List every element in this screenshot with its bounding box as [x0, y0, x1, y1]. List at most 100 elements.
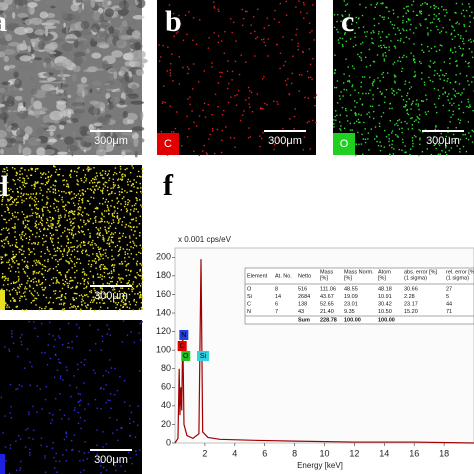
map-dot — [457, 33, 460, 36]
map-dot — [114, 367, 116, 370]
map-dot — [66, 183, 69, 185]
map-dot — [62, 304, 65, 306]
map-dot — [4, 210, 6, 213]
texture — [140, 110, 144, 120]
map-dot — [5, 204, 8, 206]
map-dot — [195, 125, 198, 127]
map-dot — [52, 441, 54, 444]
map-dot — [119, 165, 122, 168]
map-dot — [3, 218, 5, 221]
map-dot — [127, 287, 130, 290]
map-dot — [427, 34, 429, 36]
scale-bar-label: 300μm — [268, 135, 302, 147]
map-dot — [41, 237, 44, 240]
map-dot — [99, 287, 102, 289]
map-dot — [139, 275, 141, 277]
texture — [78, 39, 89, 50]
map-dot — [7, 181, 9, 184]
map-dot — [19, 469, 21, 471]
map-dot — [444, 92, 446, 94]
map-dot — [125, 269, 127, 271]
map-dot — [52, 302, 55, 304]
map-dot — [140, 306, 143, 309]
map-dot — [141, 275, 143, 277]
map-dot — [14, 245, 17, 248]
texture — [132, 126, 145, 132]
map-dot — [342, 95, 344, 97]
map-dot — [110, 236, 113, 239]
map-dot — [141, 272, 144, 274]
map-dot — [36, 261, 38, 263]
map-dot — [392, 9, 395, 11]
map-dot — [206, 153, 208, 156]
map-dot — [425, 113, 427, 116]
map-dot — [379, 15, 381, 17]
map-dot — [343, 73, 345, 75]
map-dot — [62, 255, 64, 258]
map-dot — [18, 278, 20, 280]
map-dot — [238, 73, 241, 76]
texture — [100, 22, 111, 28]
map-dot — [336, 80, 339, 82]
map-dot — [248, 97, 250, 99]
texture — [8, 84, 11, 93]
map-dot — [138, 222, 141, 225]
map-dot — [410, 108, 412, 110]
map-dot — [39, 283, 41, 286]
map-dot — [102, 431, 104, 433]
map-dot — [307, 76, 310, 79]
y-tick-label: 0 — [166, 437, 171, 447]
map-dot — [362, 92, 364, 95]
map-dot — [95, 302, 98, 304]
map-dot — [383, 58, 385, 60]
map-dot — [421, 72, 423, 74]
map-dot — [61, 253, 64, 255]
map-dot — [246, 10, 248, 13]
map-dot — [112, 178, 114, 181]
map-dot — [38, 279, 40, 281]
map-dot — [33, 270, 36, 272]
map-dot — [51, 257, 53, 259]
map-dot — [100, 255, 102, 257]
map-dot — [449, 102, 451, 104]
map-dot — [125, 265, 127, 267]
map-dot — [24, 225, 27, 227]
map-dot — [405, 56, 408, 58]
table-cell: 10.91 — [378, 294, 392, 300]
map-dot — [74, 276, 76, 279]
map-dot — [336, 13, 339, 16]
map-dot — [192, 88, 194, 90]
map-dot — [136, 199, 138, 202]
map-dot — [273, 100, 275, 102]
map-dot — [77, 230, 80, 233]
map-dot — [119, 279, 121, 281]
map-dot — [127, 269, 130, 271]
texture — [29, 60, 33, 64]
map-dot — [116, 216, 118, 218]
map-dot — [135, 253, 138, 256]
map-dot — [106, 324, 108, 326]
map-dot — [30, 174, 32, 176]
map-dot — [134, 293, 136, 295]
map-dot — [254, 30, 256, 33]
map-dot — [129, 212, 131, 215]
map-dot — [13, 179, 15, 182]
map-dot — [101, 275, 103, 277]
map-dot — [11, 309, 14, 311]
map-dot — [7, 187, 10, 190]
map-dot — [1, 256, 4, 259]
map-dot — [58, 248, 61, 250]
map-dot — [449, 19, 451, 21]
map-dot — [111, 214, 114, 216]
map-dot — [96, 407, 98, 409]
map-dot — [24, 291, 26, 293]
map-dot — [220, 40, 223, 42]
map-dot — [82, 242, 85, 244]
map-dot — [141, 172, 144, 174]
map-dot — [120, 427, 122, 429]
map-dot — [138, 175, 141, 177]
map-dot — [111, 265, 113, 267]
map-dot — [127, 281, 130, 284]
map-dot — [138, 234, 141, 237]
map-dot — [96, 255, 98, 257]
